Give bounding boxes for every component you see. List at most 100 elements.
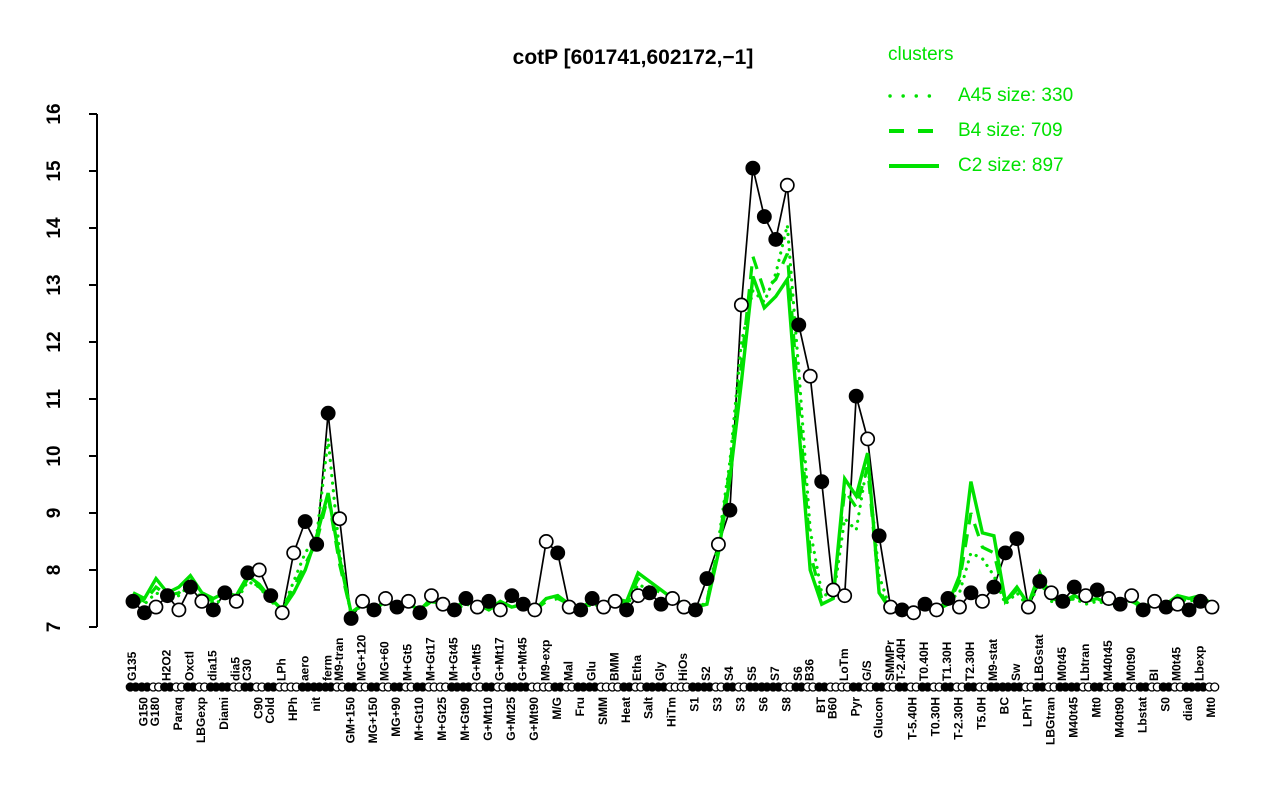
x-label-top: Lbtran [1078, 644, 1092, 681]
dashed-line-icon [889, 128, 939, 133]
x-label-bottom: S0 [1158, 697, 1172, 712]
data-point-open [596, 599, 612, 615]
x-label-top: B36 [802, 659, 816, 681]
x-label-bottom: T0.30H [929, 697, 943, 736]
x-label-top: S2 [699, 666, 713, 681]
data-point-open [1020, 599, 1036, 615]
y-tick-label: 7 [44, 622, 65, 633]
x-label-bottom: Mt0 [1204, 697, 1218, 718]
x-label-top: Glu [584, 661, 598, 681]
x-label-top: M+Gt17 [424, 637, 438, 681]
data-point-open [825, 582, 841, 598]
data-point-filled [320, 405, 336, 421]
data-point-filled [1135, 602, 1151, 618]
x-label-top: SMMPr [883, 640, 897, 681]
x-label-bottom: T5.0H [975, 697, 989, 730]
data-point-filled [848, 388, 864, 404]
data-point-filled [756, 209, 772, 225]
data-point-filled [917, 596, 933, 612]
data-point-filled [205, 602, 221, 618]
data-point-filled [986, 579, 1002, 595]
data-point-filled [1193, 593, 1208, 609]
data-point-open [952, 599, 967, 615]
data-point-filled [550, 545, 566, 561]
data-point-filled [159, 588, 175, 604]
chart-title: cotP [601741,602172,−1] [512, 46, 754, 69]
x-label-bottom: Heat [619, 697, 633, 723]
legend-label-a45: A45 size: 330 [958, 84, 1074, 106]
x-label-bottom: G150 [137, 697, 151, 727]
x-label-bottom: T-2.30H [952, 697, 966, 740]
y-tick-label: 9 [44, 508, 65, 519]
data-point-open [228, 593, 244, 609]
data-point-filled [412, 605, 428, 621]
data-point-filled [1055, 593, 1071, 609]
data-point-filled [366, 602, 382, 618]
data-point-filled [619, 602, 635, 618]
x-label-bottom: M+Gt90 [458, 697, 472, 741]
x-label-top: T-2.40H [894, 638, 908, 681]
x-label-bottom: Mt0 [1089, 697, 1103, 718]
legend-header: clusters [888, 44, 954, 65]
data-point-filled [263, 588, 279, 604]
data-point-open [860, 431, 876, 447]
data-point-filled [515, 596, 531, 612]
x-label-bottom: M/G [550, 697, 564, 720]
x-label-top: Mal [561, 661, 575, 681]
x-label-bottom: G+Mt90 [527, 697, 541, 741]
x-label-bottom: MG+150 [366, 697, 380, 744]
data-point-open [469, 599, 485, 615]
x-label-top: M40t45 [1101, 640, 1115, 681]
solid-line-icon [889, 163, 939, 168]
x-label-top: Sw [1009, 663, 1023, 681]
data-point-open [1204, 599, 1220, 615]
data-point-filled [642, 585, 657, 601]
x-label-top: BI [1147, 669, 1161, 681]
x-label-bottom: M40t90 [1112, 697, 1126, 738]
x-label-top: M0t45 [1170, 647, 1184, 681]
x-label-top: HiOs [676, 653, 690, 681]
y-tick-label: 14 [44, 217, 65, 239]
data-point-open [607, 593, 623, 609]
legend-label-b4: B4 size: 709 [958, 119, 1063, 141]
data-point-open [332, 511, 348, 527]
x-label-bottom: Pyr [848, 697, 862, 717]
x-label-bottom: G+Mt25 [504, 697, 518, 741]
data-point-open [538, 534, 554, 549]
legend-entry-c2: C2 size: 897 [888, 148, 1073, 183]
data-point-filled [297, 514, 313, 530]
x-label-top: M0t45 [1055, 647, 1069, 681]
data-point-filled [814, 474, 830, 490]
data-point-filled [573, 602, 589, 618]
data-point-filled [1009, 531, 1025, 547]
x-label-bottom: G+Mt10 [481, 697, 495, 741]
data-point-filled [1032, 573, 1048, 589]
x-label-top: dia5 [228, 657, 242, 681]
x-label-top: M9-stat [986, 639, 1000, 681]
data-point-open [423, 588, 439, 604]
x-label-top: ferm [320, 655, 334, 681]
x-label-top: T0.40H [917, 642, 931, 681]
x-label-top: S7 [768, 666, 782, 681]
y-tick-label: 16 [44, 103, 65, 124]
x-label-top: M+Gt45 [447, 637, 461, 681]
data-point-filled [791, 317, 807, 333]
data-point-filled [1066, 579, 1082, 595]
x-label-bottom: Paraq [171, 697, 185, 730]
data-point-filled [963, 585, 979, 601]
x-label-bottom: S6 [757, 697, 771, 712]
data-point-filled [940, 591, 956, 606]
data-point-filled [309, 536, 325, 552]
data-point-filled [1089, 582, 1105, 598]
y-tick-label: 12 [44, 331, 65, 352]
legend-label-c2: C2 size: 897 [958, 154, 1064, 176]
data-point-filled [584, 591, 600, 606]
x-label-top: G+Mt5 [470, 644, 484, 681]
x-label-top: G+Mt45 [515, 637, 529, 681]
x-label-top: aero [297, 656, 311, 681]
x-label-bottom: Cold [263, 697, 277, 724]
data-point-open [710, 536, 726, 552]
data-point-filled [745, 160, 761, 176]
x-label-top: MG+120 [355, 634, 369, 681]
